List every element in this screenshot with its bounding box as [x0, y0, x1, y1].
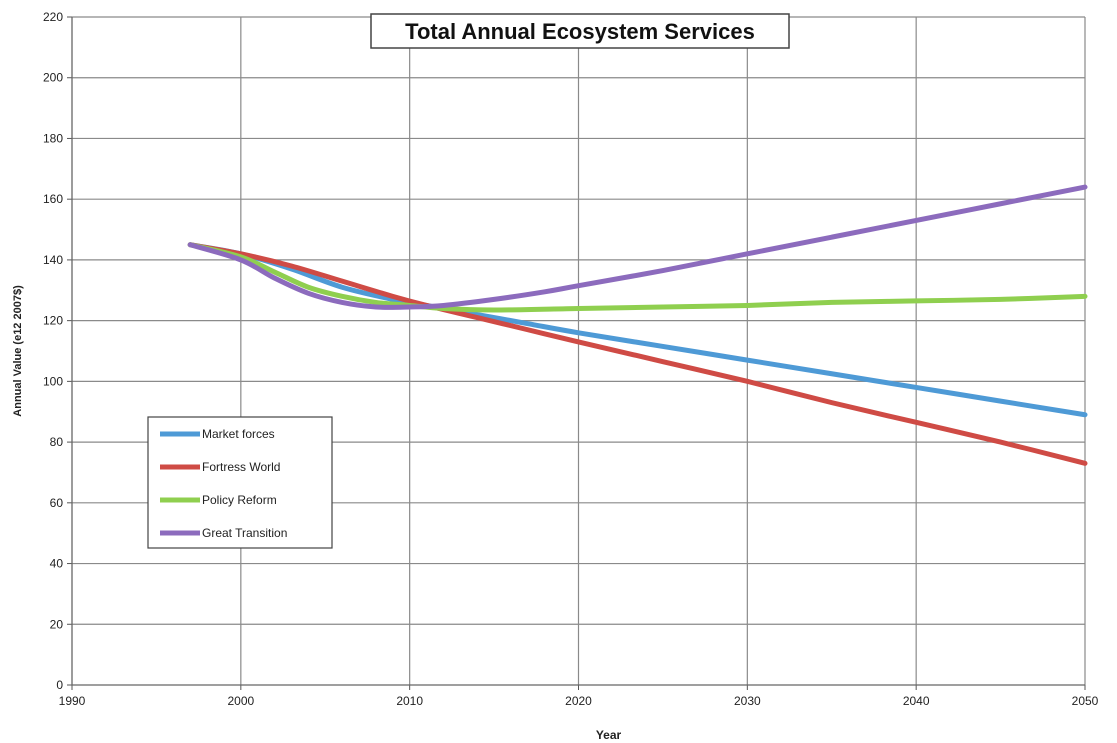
- y-tick-label: 100: [43, 374, 63, 388]
- y-tick-label: 140: [43, 253, 63, 267]
- y-tick-label: 220: [43, 10, 63, 24]
- x-tick-label: 2030: [734, 694, 761, 708]
- x-axis-title: Year: [596, 728, 622, 742]
- y-tick-label: 180: [43, 131, 63, 145]
- x-tick-label: 2040: [903, 694, 930, 708]
- x-tick-label: 2050: [1072, 694, 1099, 708]
- legend-label-market-forces: Market forces: [202, 427, 275, 441]
- y-tick-label: 60: [50, 496, 64, 510]
- y-tick-label: 200: [43, 71, 63, 85]
- series-line-policy-reform: [187, 242, 1088, 313]
- series-line-fortress-world: [187, 242, 1088, 466]
- y-tick-label: 20: [50, 617, 64, 631]
- title-box: [370, 13, 790, 49]
- legend-box: [147, 416, 333, 549]
- y-axis-title: Annual Value (e12 2007$): [12, 285, 24, 417]
- legend-label-great-transition: Great Transition: [202, 526, 287, 540]
- y-tick-label: 80: [50, 435, 64, 449]
- y-tick-label: 40: [50, 557, 64, 571]
- x-tick-label: 2010: [396, 694, 423, 708]
- y-tick-label: 120: [43, 314, 63, 328]
- series-line-great-transition: [187, 184, 1088, 310]
- y-tick-label: 0: [56, 678, 63, 692]
- x-tick-label: 2000: [227, 694, 254, 708]
- chart-title: Total Annual Ecosystem Services: [405, 19, 755, 44]
- x-tick-label: 1990: [59, 694, 86, 708]
- legend-label-fortress-world: Fortress World: [202, 460, 280, 474]
- series-line-market-forces: [187, 242, 1088, 418]
- y-tick-label: 160: [43, 192, 63, 206]
- x-tick-label: 2020: [565, 694, 592, 708]
- legend-label-policy-reform: Policy Reform: [202, 493, 277, 507]
